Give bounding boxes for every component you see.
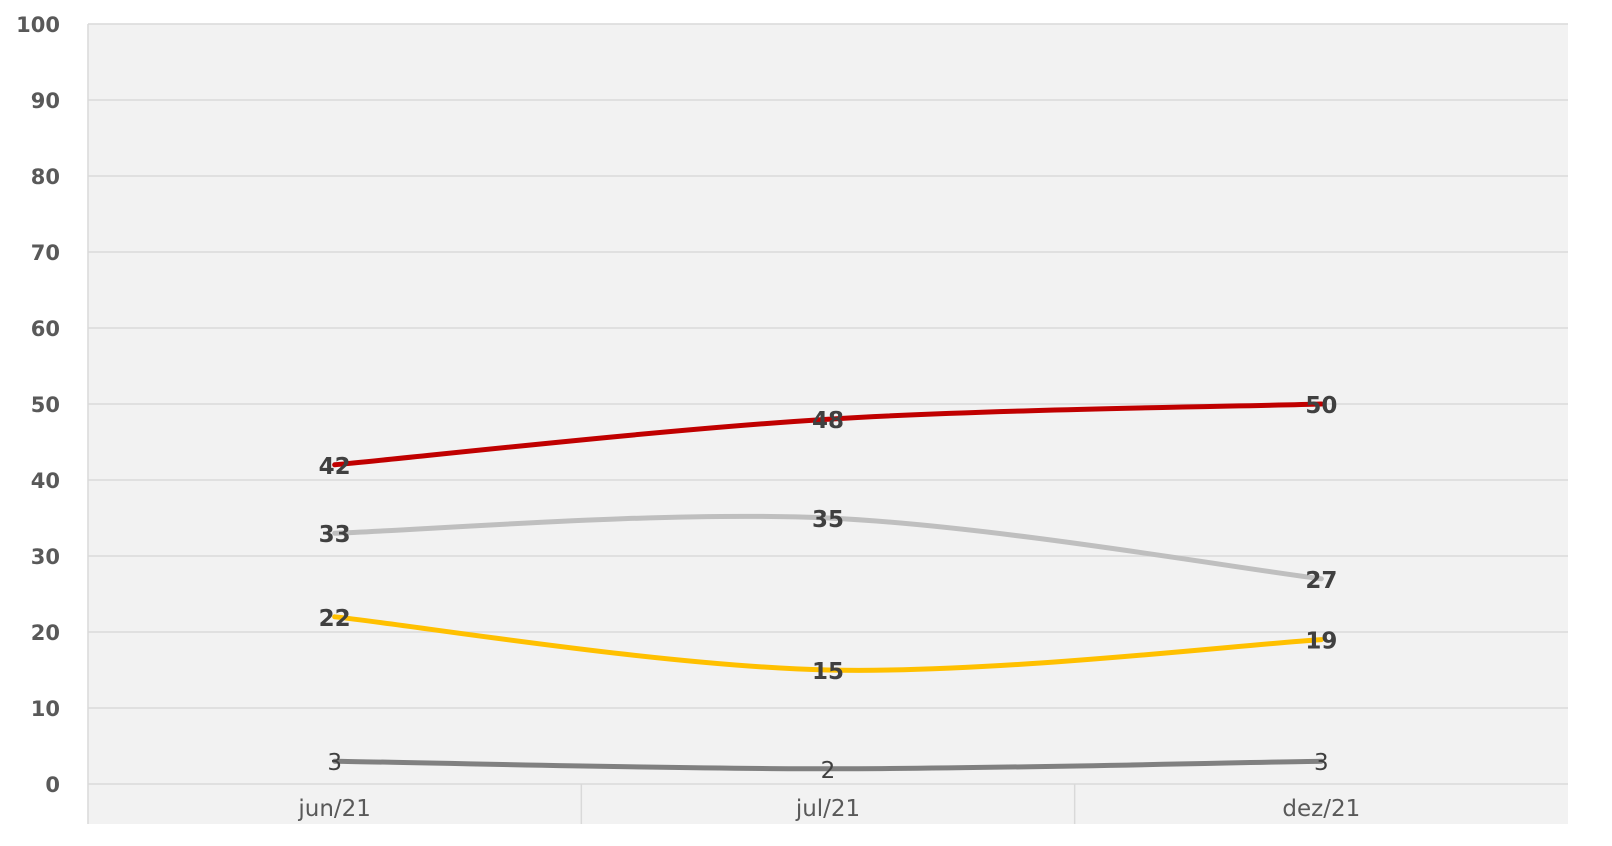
y-tick-label: 30 (31, 545, 60, 569)
data-label: 19 (1305, 629, 1337, 655)
series-line (332, 513, 1324, 582)
x-tick-label: dez/21 (1282, 796, 1360, 822)
data-label: 2 (821, 758, 836, 784)
x-tick-label: jun/21 (297, 796, 371, 822)
y-tick-label: 60 (31, 317, 60, 341)
series-line (332, 758, 1324, 772)
y-tick-label: 10 (31, 697, 60, 721)
series-lines (332, 401, 1324, 772)
data-label: 27 (1305, 568, 1337, 594)
y-tick-label: 0 (45, 773, 60, 797)
data-label: 48 (812, 408, 844, 434)
series-line (332, 614, 1324, 673)
data-label: 3 (327, 750, 342, 776)
data-label: 42 (319, 454, 351, 480)
y-tick-label: 70 (31, 241, 60, 265)
y-tick-label: 40 (31, 469, 60, 493)
plot-area (88, 24, 1568, 824)
x-tick-label: jul/21 (795, 796, 860, 822)
data-label: 3 (1314, 750, 1329, 776)
y-axis: 0 10 20 30 40 50 60 70 80 90 100 (16, 13, 60, 797)
y-tick-label: 100 (16, 13, 60, 37)
data-label: 33 (319, 522, 351, 548)
y-tick-label: 80 (31, 165, 60, 189)
data-label: 35 (812, 507, 844, 533)
data-label: 22 (319, 606, 351, 632)
y-tick-label: 20 (31, 621, 60, 645)
y-tick-label: 50 (31, 393, 60, 417)
data-label: 15 (812, 659, 844, 685)
series-line (332, 401, 1324, 468)
gridlines (87, 23, 1568, 824)
y-tick-label: 90 (31, 89, 60, 113)
data-label: 50 (1305, 393, 1337, 419)
data-labels: 42 48 50 33 35 27 22 15 19 3 2 3 (319, 393, 1338, 784)
x-axis: jun/21 jul/21 dez/21 (297, 796, 1360, 822)
